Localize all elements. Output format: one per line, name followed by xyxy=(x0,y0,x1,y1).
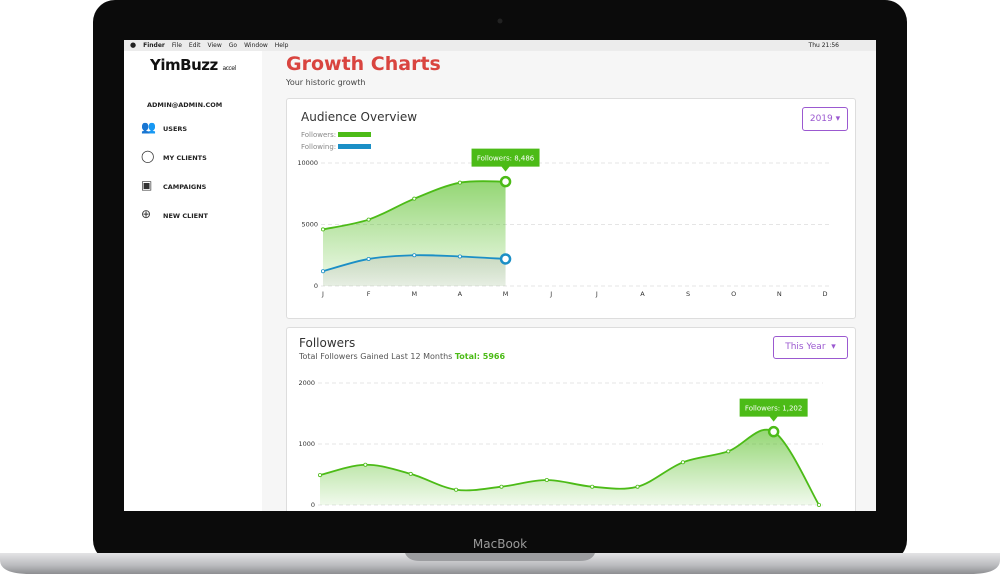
notch xyxy=(405,553,595,561)
x-tick-label: O xyxy=(731,290,736,298)
y-tick-label: 0 xyxy=(314,282,318,290)
point xyxy=(590,484,595,489)
point xyxy=(320,227,325,232)
menu-item[interactable]: Go xyxy=(228,42,238,49)
x-tick-label: S xyxy=(686,290,690,298)
nav-icon: ⊕ xyxy=(141,207,152,221)
point xyxy=(412,253,417,258)
point xyxy=(366,256,371,261)
x-tick-label: M xyxy=(411,290,417,298)
x-tick-label: A xyxy=(640,290,645,298)
dropdown-label: This Year xyxy=(785,342,826,352)
apple-icon: ● xyxy=(130,41,137,49)
area xyxy=(320,429,819,505)
year-dropdown[interactable]: 2019 ▾ xyxy=(802,107,848,131)
x-tick-label: J xyxy=(595,290,598,298)
menu-item[interactable]: View xyxy=(207,42,222,49)
nav-item[interactable]: 👥 USERS xyxy=(141,120,251,136)
point xyxy=(408,471,413,476)
logo-suffix: accel xyxy=(222,65,236,72)
point xyxy=(499,175,512,188)
legend-label: Followers: xyxy=(301,131,336,139)
menu-item[interactable]: Window xyxy=(244,42,268,49)
screen: ● Finder File Edit View Go Window Help Thu 21:5… xyxy=(124,40,876,511)
area xyxy=(323,255,506,286)
y-tick-label: 2000 xyxy=(298,379,315,387)
legend-label: Following: xyxy=(301,143,336,151)
point xyxy=(767,425,780,438)
nav-label: CAMPAIGNS xyxy=(163,183,207,191)
logo-text: YimBuzz xyxy=(150,56,218,74)
point xyxy=(544,477,549,482)
point xyxy=(457,254,462,259)
y-tick-label: 10000 xyxy=(297,159,318,167)
menu-item[interactable]: Finder xyxy=(143,42,165,49)
legend-swatch xyxy=(338,144,371,149)
point xyxy=(726,449,731,454)
x-tick-label: J xyxy=(549,290,552,298)
dropdown-label: 2019 xyxy=(809,114,833,124)
nav-label: NEW CLIENT xyxy=(163,212,208,220)
nav-icon: 👥 xyxy=(141,120,156,134)
point xyxy=(457,180,462,185)
sidebar: YimBuzz accel ADMIN@ADMIN.COM 👥 USERS ◯ MY … xyxy=(124,51,262,511)
menubar: ● Finder File Edit View Go Window Help Thu 21:5… xyxy=(124,40,876,51)
page-subtitle: Your historic growth xyxy=(286,78,366,87)
point xyxy=(320,269,325,274)
subtitle-text: Total Followers Gained Last 12 Months xyxy=(299,352,453,361)
point xyxy=(817,502,822,507)
nav-label: USERS xyxy=(163,125,188,133)
point xyxy=(412,196,417,201)
nav-item[interactable]: ▣ CAMPAIGNS xyxy=(141,178,251,194)
point xyxy=(499,253,512,265)
legend-swatch xyxy=(338,132,371,137)
card-title: Followers xyxy=(299,336,356,350)
y-tick-label: 5000 xyxy=(301,221,318,229)
laptop-base xyxy=(0,553,1000,574)
tooltip-label: Followers: 8,486 xyxy=(477,155,535,163)
point xyxy=(454,487,459,492)
y-tick-label: 0 xyxy=(311,501,315,509)
point xyxy=(363,462,368,467)
tooltip-label: Followers: 1,202 xyxy=(745,405,802,413)
point xyxy=(499,484,504,489)
x-tick-label: A xyxy=(458,290,463,298)
point xyxy=(366,217,371,222)
menu-item[interactable]: Edit xyxy=(188,42,201,49)
x-tick-label: F xyxy=(367,290,371,298)
total: Total: 5966 xyxy=(454,352,506,361)
card-title: Audience Overview xyxy=(301,110,418,124)
menu-item[interactable]: Help xyxy=(274,42,289,49)
nav-item[interactable]: ◯ MY CLIENTS xyxy=(141,149,251,165)
nav-icon: ▣ xyxy=(141,178,153,192)
logo[interactable]: YimBuzz accel xyxy=(150,56,236,74)
page-title: Growth Charts xyxy=(286,53,441,75)
point xyxy=(680,460,685,465)
clock: Thu 21:56 xyxy=(808,42,839,49)
x-tick-label: D xyxy=(822,290,827,298)
laptop-label: MacBook xyxy=(473,537,527,551)
nav-item[interactable]: ⊕ NEW CLIENT xyxy=(141,207,251,223)
account: ADMIN@ADMIN.COM xyxy=(147,101,223,109)
y-tick-label: 1000 xyxy=(298,440,315,448)
card-subtitle: Total Followers Gained Last 12 Months To… xyxy=(299,352,505,361)
x-tick-label: J xyxy=(321,290,324,298)
tooltip xyxy=(471,148,540,172)
tooltip xyxy=(739,398,808,422)
menu-item[interactable]: File xyxy=(171,42,182,49)
camera xyxy=(497,18,503,24)
nav-icon: ◯ xyxy=(141,149,155,163)
nav-label: MY CLIENTS xyxy=(163,154,207,162)
point xyxy=(635,484,640,489)
x-tick-label: M xyxy=(503,290,509,298)
period-dropdown[interactable]: This Year ▾ xyxy=(773,336,848,359)
x-tick-label: N xyxy=(777,290,782,298)
point xyxy=(317,473,322,478)
